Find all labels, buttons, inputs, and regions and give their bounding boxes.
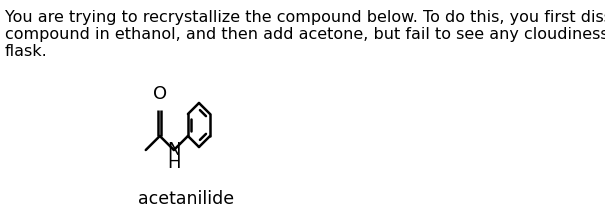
Text: N: N [167,141,181,159]
Text: compound in ethanol, and then add acetone, but fail to see any cloudiness appear: compound in ethanol, and then add aceton… [5,27,605,42]
Text: acetanilide: acetanilide [139,190,235,208]
Text: H: H [167,154,181,172]
Text: flask.: flask. [5,44,47,59]
Text: You are trying to recrystallize the compound below. To do this, you first dissol: You are trying to recrystallize the comp… [5,10,605,25]
Text: O: O [153,85,167,103]
